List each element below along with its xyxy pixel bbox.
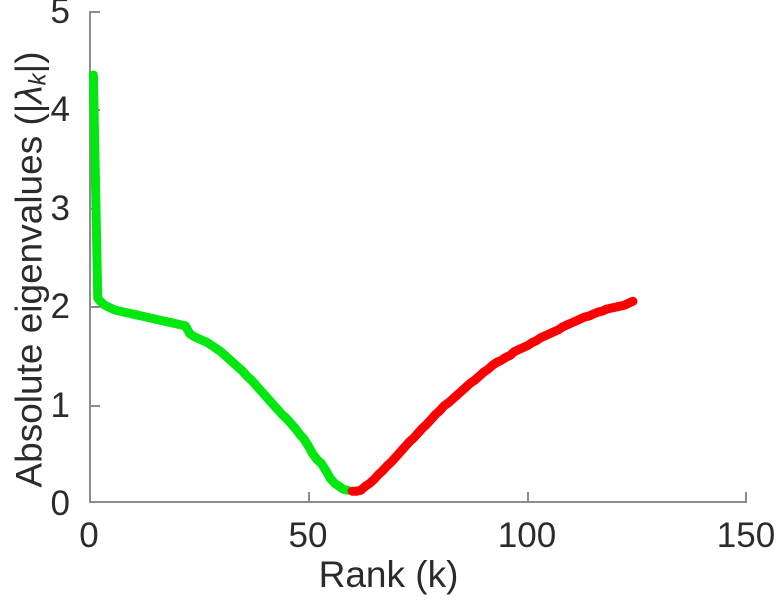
x-tick-0	[89, 492, 91, 501]
y-axis-title-subscript: k	[24, 73, 52, 86]
y-axis-title: Absolute eigenvalues (|λk|)	[8, 10, 59, 530]
x-tick-label-50: 50	[288, 516, 328, 555]
x-tick-label-100: 100	[497, 516, 557, 555]
y-tick-0	[91, 501, 100, 503]
y-tick-label-1: 1	[50, 386, 70, 425]
x-axis-title: Rank (k)	[318, 554, 459, 595]
series-increasing-branch	[347, 296, 638, 496]
y-tick-5	[91, 11, 100, 13]
x-tick-label-0: 0	[79, 516, 99, 555]
y-axis-title-suffix: |)	[8, 51, 50, 74]
y-tick-1	[91, 405, 100, 407]
y-tick-label-4: 4	[50, 90, 70, 129]
y-tick-2	[91, 306, 100, 308]
x-tick-50	[308, 492, 310, 501]
x-tick-100	[527, 492, 529, 501]
y-axis-title-symbol: λ	[8, 85, 50, 104]
y-axis-title-prefix: Absolute eigenvalues (|	[8, 103, 50, 488]
y-tick-label-5: 5	[50, 0, 70, 31]
x-tick-150	[745, 492, 747, 501]
y-tick-label-3: 3	[50, 189, 70, 228]
y-tick-label-0: 0	[50, 484, 70, 523]
series-decreasing-branch	[88, 70, 353, 495]
y-tick-label-2: 2	[50, 287, 70, 326]
x-tick-label-150: 150	[716, 516, 776, 555]
y-axis-line	[89, 11, 91, 503]
x-axis-line	[89, 501, 747, 503]
